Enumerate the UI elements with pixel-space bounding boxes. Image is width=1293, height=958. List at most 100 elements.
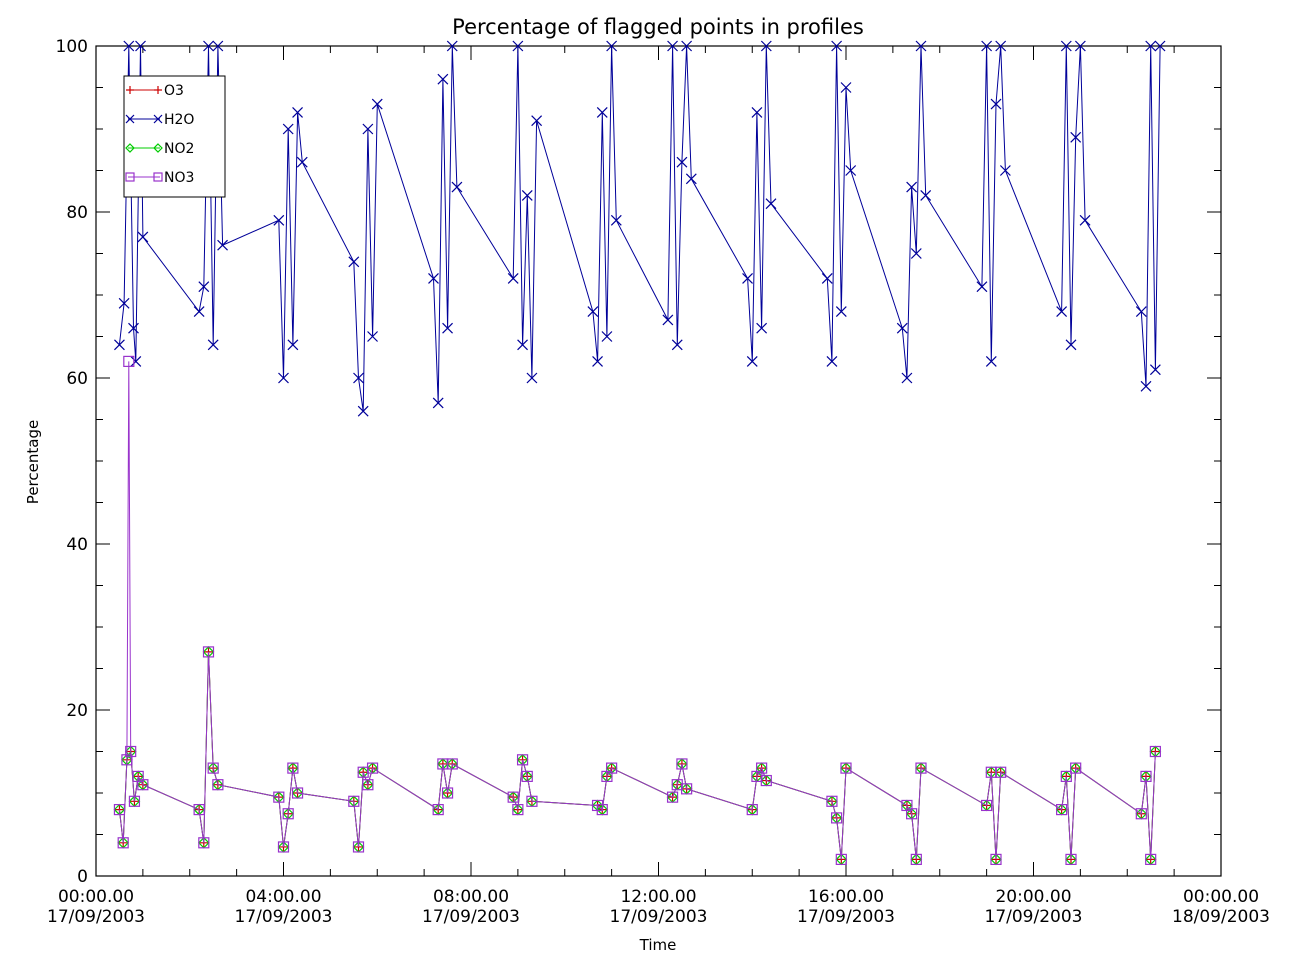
h2o-point xyxy=(371,98,383,110)
h2o-point xyxy=(751,106,763,118)
no3-point xyxy=(1140,770,1152,783)
no3-point xyxy=(835,853,847,866)
legend-item-h2o: H2O xyxy=(125,112,194,128)
h2o-point xyxy=(193,306,205,318)
h2o-point xyxy=(667,40,678,52)
no3-point xyxy=(1060,770,1072,783)
h2o-point xyxy=(1079,214,1091,226)
h2o-point xyxy=(437,73,449,85)
h2o-point xyxy=(1060,40,1072,52)
no3-point xyxy=(915,762,927,774)
h2o-point xyxy=(128,322,139,334)
no3-point xyxy=(990,853,1002,866)
h2o-point xyxy=(662,314,674,326)
h2o-point xyxy=(896,322,908,334)
h2o-point xyxy=(348,256,360,268)
no3-point xyxy=(910,853,922,866)
h2o-point xyxy=(1154,40,1166,52)
h2o-point xyxy=(756,322,768,334)
no3-point xyxy=(128,795,141,807)
no3-point xyxy=(113,803,126,816)
h2o-point xyxy=(362,123,374,135)
h2o-point xyxy=(212,40,224,52)
h2o-point xyxy=(676,156,688,168)
x-tick-date: 17/09/2003 xyxy=(610,907,708,927)
no3-point xyxy=(756,762,768,774)
legend-item-o3: O3 xyxy=(126,83,184,99)
no3-point xyxy=(125,172,135,182)
h2o-point xyxy=(526,372,538,384)
h2o-point xyxy=(746,355,758,367)
no3-point xyxy=(526,795,538,807)
x-tick-date: 17/09/2003 xyxy=(985,907,1083,927)
no3-point xyxy=(1056,803,1068,816)
no3-point xyxy=(193,803,205,816)
no3-point xyxy=(137,779,149,791)
h2o-point xyxy=(353,372,364,384)
no3-point xyxy=(746,803,758,816)
no3-point xyxy=(1135,808,1147,820)
h2o-point xyxy=(428,272,439,284)
series-line-o3 xyxy=(118,651,1156,860)
no3-point xyxy=(1070,762,1082,774)
h2o-point xyxy=(845,165,857,176)
h2o-point xyxy=(1149,364,1161,376)
no3-point xyxy=(125,745,137,758)
h2o-point xyxy=(287,339,299,351)
x-tick-date: 17/09/2003 xyxy=(797,907,895,927)
no3-point xyxy=(287,762,299,774)
no3-point xyxy=(831,812,843,824)
h2o-point xyxy=(587,306,599,318)
h2o-point xyxy=(826,355,838,367)
h2o-point xyxy=(114,339,125,351)
h2o-point xyxy=(835,306,847,318)
h2o-point xyxy=(203,40,214,52)
y-tick-label: 20 xyxy=(66,701,88,721)
y-axis-label: Percentage xyxy=(24,420,42,504)
legend: O3 H2O NO2 NO3 xyxy=(123,75,226,198)
no3-point xyxy=(1149,745,1161,758)
no3-point xyxy=(666,791,679,803)
x-tick-time: 04:00.00 xyxy=(245,887,321,907)
h2o-point xyxy=(840,82,852,93)
h2o-point xyxy=(596,106,608,118)
no3-point xyxy=(521,770,533,783)
no3-point xyxy=(1065,853,1077,866)
x-tick-date: 17/09/2003 xyxy=(235,907,333,927)
no3-point xyxy=(671,779,683,791)
y-tick-label: 60 xyxy=(66,369,88,389)
no3-point xyxy=(282,808,294,820)
h2o-point xyxy=(446,40,458,52)
x-tick-date: 18/09/2003 xyxy=(1172,907,1270,927)
no3-point xyxy=(507,791,519,803)
series-line-no2 xyxy=(118,651,1156,860)
no3-point xyxy=(840,762,852,774)
series-o3 xyxy=(114,646,1161,865)
no3-point xyxy=(985,766,997,778)
no3-point xyxy=(760,774,772,787)
h2o-point xyxy=(296,156,308,168)
no3-point xyxy=(446,758,458,770)
y-tick-label: 40 xyxy=(66,535,88,555)
h2o-point xyxy=(451,181,463,193)
legend-label: H2O xyxy=(164,112,194,128)
no3-point xyxy=(277,841,290,853)
h2o-point xyxy=(592,355,603,367)
y-tick-label: 100 xyxy=(56,37,88,57)
h2o-point xyxy=(357,405,369,417)
no3-point xyxy=(352,841,365,853)
h2o-point xyxy=(1070,131,1082,143)
h2o-point xyxy=(517,339,528,351)
no3-point xyxy=(516,754,529,766)
series-h2o xyxy=(114,40,1166,417)
h2o-point xyxy=(906,181,918,193)
h2o-point xyxy=(606,40,618,52)
no3-point xyxy=(676,758,688,770)
no3-point xyxy=(432,803,444,816)
h2o-point xyxy=(995,40,1007,52)
x-tick-time: 00:00.00 xyxy=(1183,887,1259,907)
x-axis-label: Time xyxy=(639,936,677,954)
h2o-point xyxy=(1135,306,1147,318)
x-tick-date: 17/09/2003 xyxy=(47,907,145,927)
